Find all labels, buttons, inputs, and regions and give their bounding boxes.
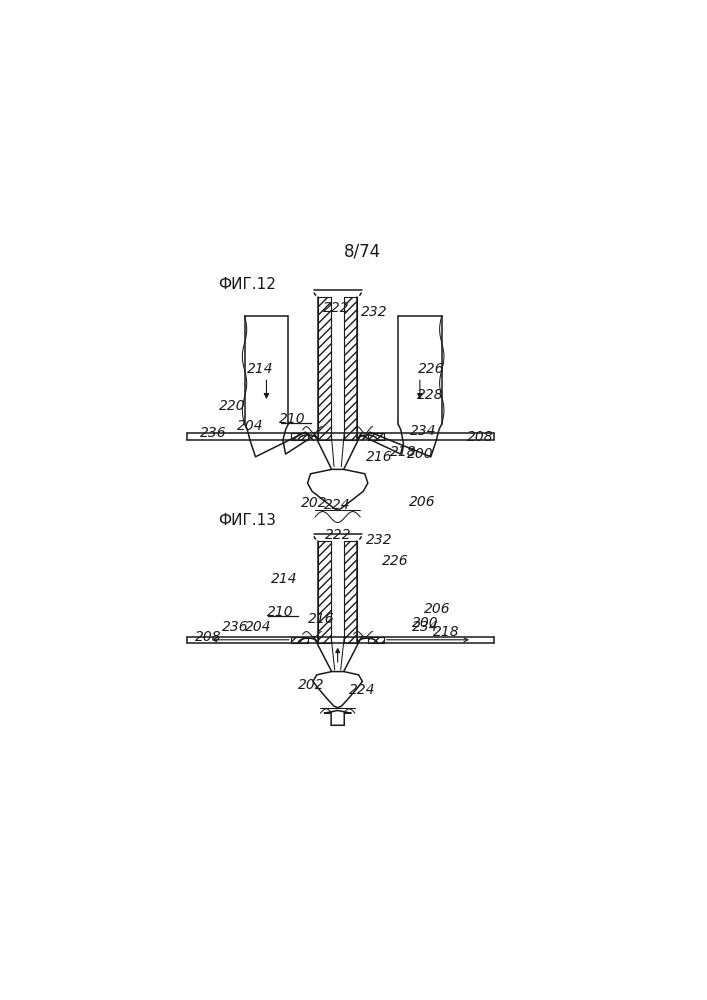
Text: 208: 208 — [467, 430, 494, 444]
Text: 214: 214 — [247, 362, 274, 376]
Polygon shape — [313, 672, 363, 708]
Text: 218: 218 — [433, 625, 460, 639]
Bar — [291, 433, 308, 440]
Text: 236: 236 — [222, 620, 249, 634]
Text: 228: 228 — [417, 388, 443, 402]
Bar — [291, 637, 308, 643]
Text: 200: 200 — [411, 616, 438, 630]
Text: 224: 224 — [324, 498, 351, 512]
Text: 210: 210 — [267, 605, 293, 619]
Bar — [368, 433, 385, 440]
Text: 208: 208 — [194, 630, 221, 644]
Text: ФИГ.12: ФИГ.12 — [218, 277, 276, 292]
Text: 224: 224 — [349, 683, 375, 697]
Text: 216: 216 — [308, 612, 334, 626]
Bar — [314, 508, 362, 530]
Text: 222: 222 — [325, 528, 351, 542]
Polygon shape — [324, 710, 351, 725]
Text: 214: 214 — [271, 572, 298, 586]
Text: 200: 200 — [407, 447, 433, 461]
Text: 220: 220 — [218, 399, 245, 413]
Text: 202: 202 — [298, 678, 325, 692]
Text: 226: 226 — [382, 554, 409, 568]
Bar — [187, 433, 494, 440]
Text: 232: 232 — [366, 533, 392, 547]
Bar — [318, 541, 331, 643]
Bar — [318, 541, 331, 643]
Bar — [368, 637, 385, 643]
Bar — [344, 541, 358, 643]
Bar — [319, 708, 356, 724]
Text: 210: 210 — [279, 412, 305, 426]
Bar — [291, 433, 308, 440]
Text: 234: 234 — [410, 424, 437, 438]
Text: 226: 226 — [418, 362, 445, 376]
Bar — [187, 637, 494, 643]
Polygon shape — [308, 469, 368, 510]
Bar — [344, 541, 358, 643]
Text: 222: 222 — [322, 301, 349, 315]
Text: 218: 218 — [390, 445, 416, 459]
Bar — [344, 297, 358, 440]
Text: 232: 232 — [361, 305, 387, 319]
Text: 204: 204 — [238, 419, 264, 433]
Text: 8/74: 8/74 — [344, 242, 381, 260]
Text: 206: 206 — [409, 495, 436, 509]
Bar — [368, 433, 385, 440]
Bar — [318, 297, 331, 440]
Bar — [291, 637, 308, 643]
Text: 236: 236 — [200, 426, 227, 440]
Text: 204: 204 — [245, 620, 271, 634]
Bar — [318, 297, 331, 440]
Text: ФИГ.13: ФИГ.13 — [218, 513, 276, 528]
Text: 202: 202 — [301, 496, 328, 510]
Bar — [344, 297, 358, 440]
Text: 216: 216 — [366, 450, 392, 464]
Text: 234: 234 — [411, 620, 438, 634]
Text: 206: 206 — [423, 602, 450, 616]
Bar — [368, 637, 385, 643]
